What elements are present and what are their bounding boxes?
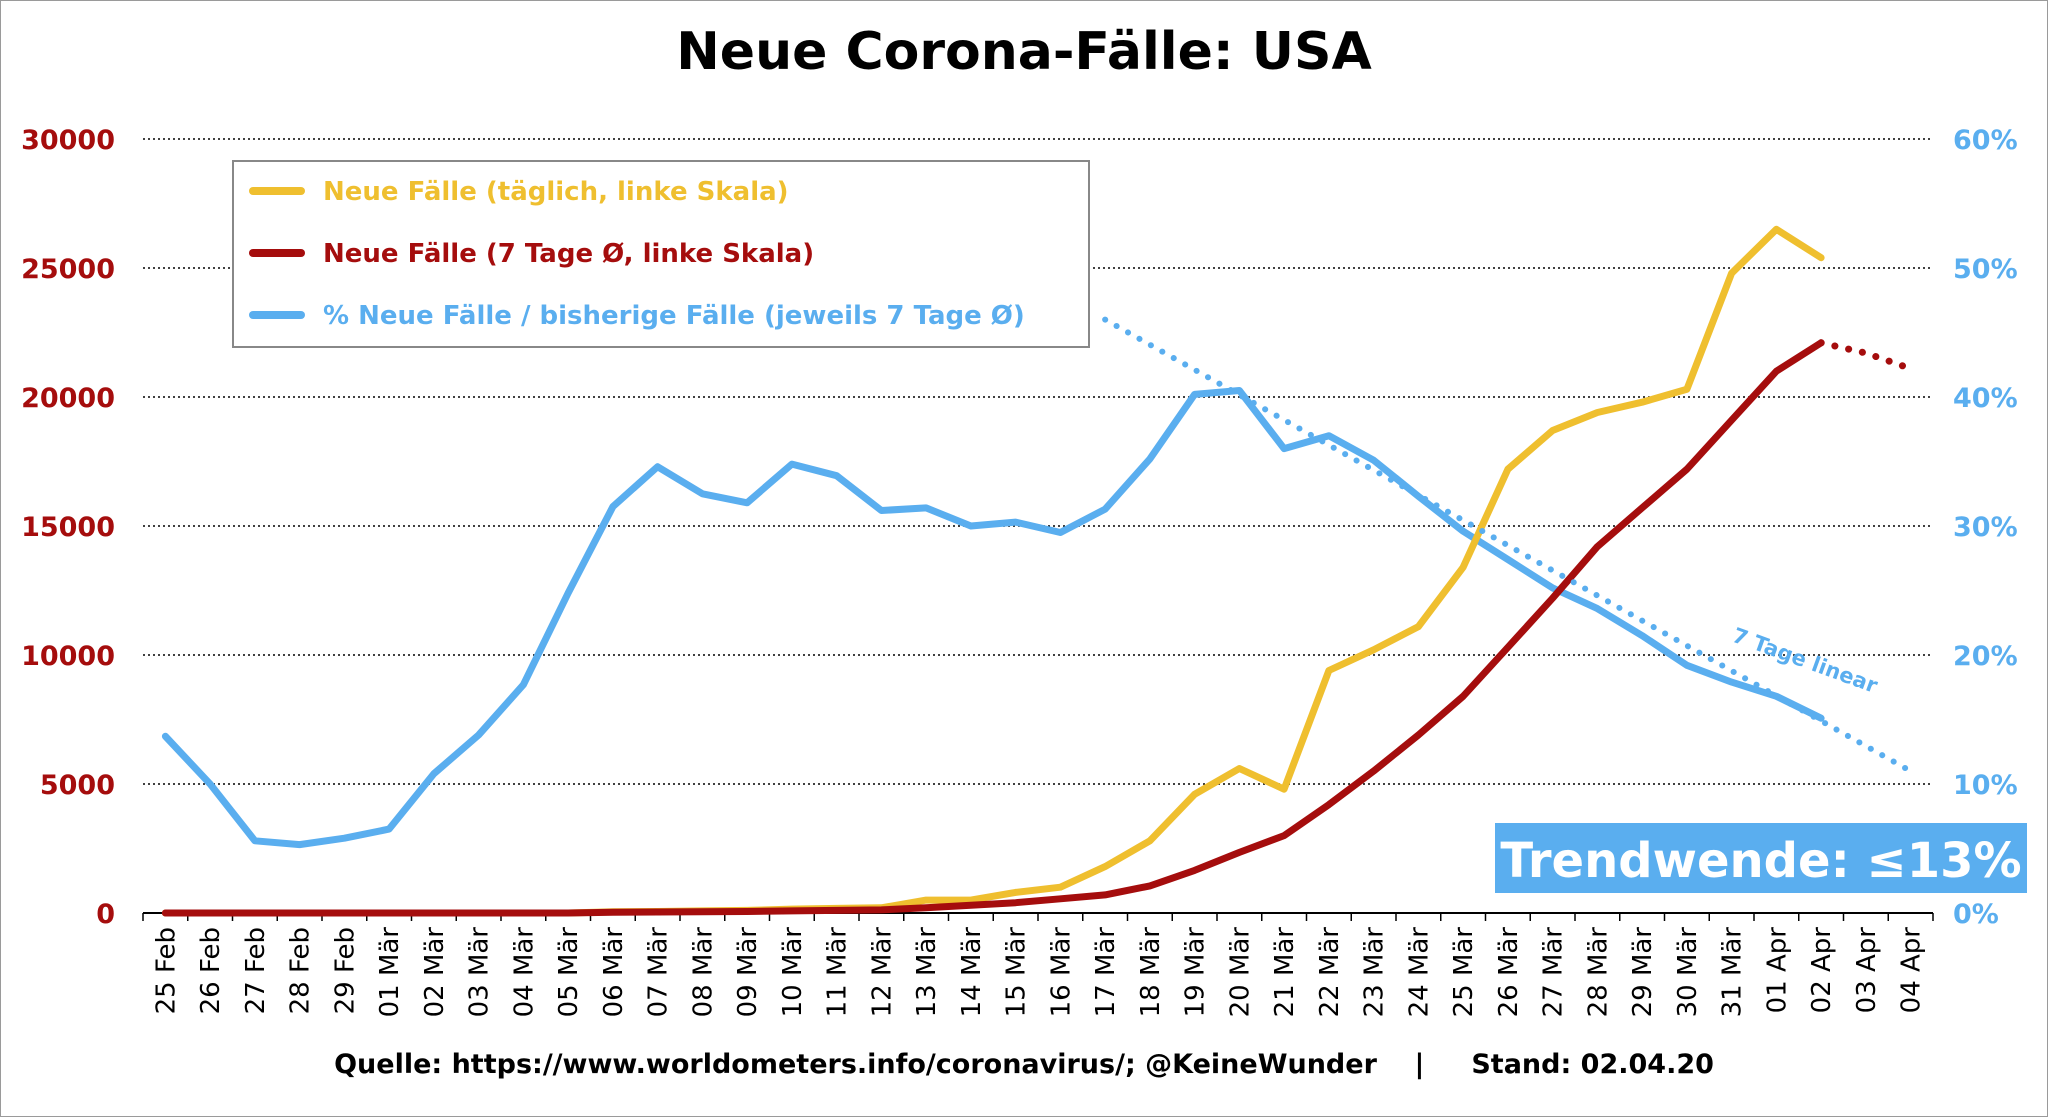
left-tick-label: 25000 (21, 254, 115, 285)
x-tick-label: 25 Feb (151, 927, 181, 1014)
chart-title: Neue Corona-Fälle: USA (676, 22, 1371, 82)
trend-badge: Trendwende: ≤13% (1495, 823, 2027, 893)
x-tick-label: 29 Mär (1628, 927, 1658, 1018)
left-tick-label: 15000 (21, 512, 115, 543)
x-tick-label: 03 Mär (465, 927, 495, 1018)
x-tick-label: 11 Mär (823, 927, 853, 1018)
left-tick-label: 20000 (21, 383, 115, 414)
x-tick-label: 04 Mär (509, 927, 539, 1018)
left-tick-label: 5000 (40, 770, 115, 801)
x-tick-label: 26 Feb (196, 927, 226, 1014)
x-tick-label: 25 Mär (1449, 927, 1479, 1018)
series-layer (161, 225, 1915, 917)
x-tick-label: 07 Mär (644, 927, 674, 1018)
x-tick-label: 16 Mär (1046, 927, 1076, 1018)
source-footer: Quelle: https://www.worldometers.info/co… (334, 1049, 1714, 1080)
x-tick-label: 02 Apr (1807, 927, 1837, 1014)
right-axis-ticks: 0% 10% 20% 30% 40% 50% 60% (1953, 125, 2018, 930)
x-tick-label: 01 Apr (1762, 927, 1792, 1014)
x-tick-label: 08 Mär (688, 927, 718, 1018)
legend-label-daily: Neue Fälle (täglich, linke Skala) (323, 177, 789, 207)
series-line-1 (161, 339, 1825, 917)
x-tick-label: 14 Mär (957, 927, 987, 1018)
x-tick-label: 28 Mär (1583, 927, 1613, 1018)
x-tick-label: 01 Mär (375, 927, 405, 1018)
x-tick-label: 20 Mär (1225, 927, 1255, 1018)
right-tick-label: 60% (1953, 125, 2018, 156)
x-axis-ticks: 25 Feb 26 Feb 27 Feb 28 Feb 29 Feb 01 Mär 02 M… (142, 913, 1934, 1018)
x-tick-label: 17 Mär (1091, 927, 1121, 1018)
trend-badge-box (1495, 823, 2027, 893)
x-tick-label: 22 Mär (1315, 927, 1345, 1018)
left-axis-ticks: 0 5000 10000 15000 20000 25000 30000 (21, 125, 115, 930)
x-tick-label: 24 Mär (1404, 927, 1434, 1018)
x-tick-label: 15 Mär (1002, 927, 1032, 1018)
x-tick-label: 18 Mär (1136, 927, 1166, 1018)
x-tick-label: 04 Apr (1897, 927, 1927, 1014)
series-trend-line-1 (1817, 339, 1915, 373)
legend: Neue Fälle (täglich, linke Skala) Neue F… (232, 160, 1090, 348)
x-tick-label: 06 Mär (599, 927, 629, 1018)
x-tick-label: 27 Mär (1539, 927, 1569, 1018)
left-tick-label: 10000 (21, 641, 115, 672)
right-tick-label: 40% (1953, 383, 2018, 414)
x-tick-label: 12 Mär (867, 927, 897, 1018)
linear-trendline (1102, 316, 1914, 775)
left-tick-label: 30000 (21, 125, 115, 156)
x-tick-label: 31 Mär (1718, 927, 1748, 1018)
right-tick-label: 20% (1953, 641, 2018, 672)
x-tick-label: 05 Mär (554, 927, 584, 1018)
legend-label-percent: % Neue Fälle / bisherige Fälle (jeweils … (323, 301, 1025, 331)
legend-label-avg: Neue Fälle (7 Tage Ø, linke Skala) (323, 239, 814, 269)
right-tick-label: 10% (1953, 770, 2018, 801)
x-tick-label: 19 Mär (1181, 927, 1211, 1018)
x-tick-label: 21 Mär (1270, 927, 1300, 1018)
x-tick-label: 03 Apr (1852, 927, 1882, 1014)
x-tick-label: 26 Mär (1494, 927, 1524, 1018)
x-tick-label: 10 Mär (778, 927, 808, 1018)
x-tick-label: 02 Mär (420, 927, 450, 1018)
left-tick-label: 0 (96, 899, 115, 930)
x-tick-label: 29 Feb (330, 927, 360, 1014)
x-tick-label: 23 Mär (1360, 927, 1390, 1018)
series-line-2 (161, 387, 1825, 849)
right-tick-label: 30% (1953, 512, 2018, 543)
x-tick-label: 27 Feb (241, 927, 271, 1014)
right-tick-label: 50% (1953, 254, 2018, 285)
legend-box (232, 160, 1090, 348)
trend-badge-text: Trendwende: ≤13% (1500, 833, 2021, 889)
x-tick-label: 28 Feb (286, 927, 316, 1014)
x-tick-label: 13 Mär (912, 927, 942, 1018)
x-tick-label: 09 Mär (733, 927, 763, 1018)
x-tick-label: 30 Mär (1673, 927, 1703, 1018)
right-tick-label: 0% (1953, 899, 1999, 930)
